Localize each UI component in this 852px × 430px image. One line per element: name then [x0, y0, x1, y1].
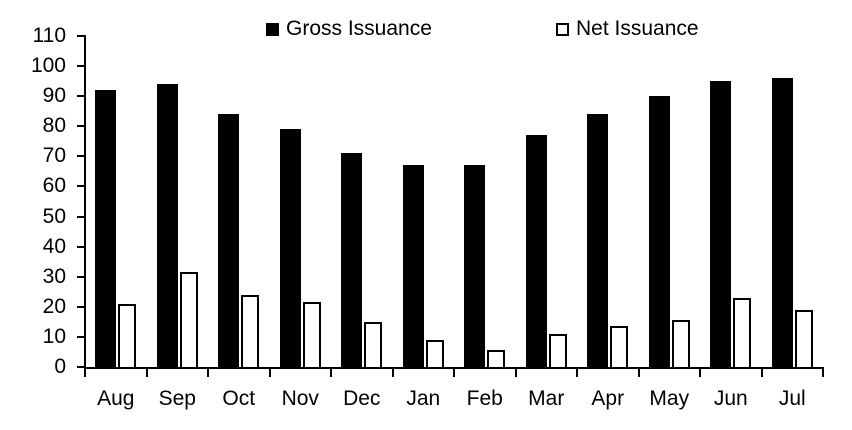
x-axis-tick [145, 369, 148, 377]
bar-net-issuance [302, 302, 321, 367]
bar-net-issuance [671, 320, 690, 367]
bar-net-issuance [487, 350, 506, 367]
y-axis-tick [77, 35, 85, 37]
bar-group-nov [270, 36, 332, 367]
bar-net-issuance [179, 272, 198, 367]
bar-net-issuance [794, 309, 813, 367]
x-axis-tick [453, 369, 455, 377]
legend-item-net-issuance: Net Issuance [556, 16, 699, 42]
y-axis-tick [77, 305, 85, 308]
bar-gross-issuance [279, 129, 301, 367]
x-axis-label: Oct [222, 387, 256, 410]
plot-area [85, 36, 823, 367]
y-axis-label: 10 [42, 324, 66, 348]
legend-label-net-issuance: Net Issuance [576, 17, 699, 40]
y-axis-label: 30 [42, 264, 66, 288]
x-axis-label: Jan [406, 387, 441, 410]
bar-group-dec [331, 36, 393, 367]
bar-group-mar [516, 36, 578, 367]
bar-gross-issuance [464, 165, 486, 367]
x-axis-label: May [649, 387, 690, 410]
x-axis-tick [699, 369, 701, 377]
bar-group-apr [577, 36, 639, 367]
x-axis-label: Jul [778, 387, 806, 410]
y-axis-tick [77, 65, 85, 68]
y-axis-label: 20 [42, 294, 66, 318]
y-axis-tick [77, 335, 85, 338]
x-axis-label: Mar [528, 387, 565, 410]
y-axis-label: 110 [32, 24, 66, 47]
bar-net-issuance [610, 326, 629, 367]
gross-issuance-swatch-icon [266, 22, 279, 36]
y-axis-label: 50 [42, 204, 66, 228]
x-axis-tick [637, 369, 640, 377]
x-axis-label: Feb [466, 387, 503, 410]
x-axis-label: Aug [97, 387, 135, 410]
y-axis-label: 0 [54, 355, 66, 378]
bar-net-issuance [118, 303, 137, 367]
bar-gross-issuance [771, 78, 793, 367]
y-axis-tick [77, 366, 85, 368]
y-axis-tick [77, 155, 85, 158]
bar-gross-issuance [648, 96, 670, 367]
y-axis-label: 90 [42, 84, 66, 108]
bar-gross-issuance [525, 135, 547, 367]
x-axis-tick [268, 369, 271, 377]
y-axis-label: 80 [42, 114, 66, 138]
y-axis-label: 60 [42, 174, 66, 198]
x-axis-tick [391, 369, 394, 377]
bar-gross-issuance [710, 81, 732, 367]
y-axis-label: 70 [42, 144, 66, 168]
y-axis-tick [77, 95, 85, 98]
bar-gross-issuance [402, 165, 424, 367]
x-axis-tick [760, 369, 763, 377]
x-axis-label: Nov [281, 387, 319, 410]
bar-gross-issuance [95, 90, 117, 367]
bar-group-aug [85, 36, 147, 367]
x-axis-tick [84, 369, 86, 377]
y-axis-tick [77, 185, 85, 188]
bar-net-issuance [364, 321, 383, 367]
legend-item-gross-issuance: Gross Issuance [266, 16, 432, 42]
bar-group-jan [393, 36, 455, 367]
legend-label-gross-issuance: Gross Issuance [286, 17, 432, 40]
bar-group-sep [147, 36, 209, 367]
x-axis-label: Jun [713, 387, 748, 410]
x-axis-line [84, 367, 824, 369]
bar-group-oct [208, 36, 270, 367]
x-axis-tick [207, 369, 209, 377]
y-axis-label: 40 [42, 234, 66, 258]
y-axis-tick [77, 245, 85, 248]
x-axis-tick [514, 369, 517, 377]
y-axis-tick [77, 215, 85, 218]
x-axis-label: Apr [591, 387, 625, 410]
bar-net-issuance [733, 297, 752, 367]
x-axis-label: Dec [343, 387, 381, 410]
y-axis-tick [77, 275, 85, 278]
bar-group-jul [762, 36, 824, 367]
bar-gross-issuance [218, 114, 240, 367]
bar-net-issuance [548, 333, 567, 367]
x-axis-tick [576, 369, 578, 377]
bar-group-jun [700, 36, 762, 367]
bar-gross-issuance [587, 114, 609, 367]
x-axis-tick [330, 369, 332, 377]
net-issuance-swatch-icon [556, 22, 569, 36]
y-axis-line [84, 35, 86, 369]
bar-gross-issuance [156, 84, 178, 367]
y-axis-label: 100 [30, 54, 66, 78]
x-axis-tick [822, 369, 824, 377]
y-axis-tick [77, 125, 85, 128]
bar-group-may [639, 36, 701, 367]
bar-net-issuance [241, 294, 260, 367]
bar-gross-issuance [341, 153, 363, 367]
x-axis-label: Sep [158, 387, 196, 410]
bar-net-issuance [425, 339, 444, 367]
bar-group-feb [454, 36, 516, 367]
